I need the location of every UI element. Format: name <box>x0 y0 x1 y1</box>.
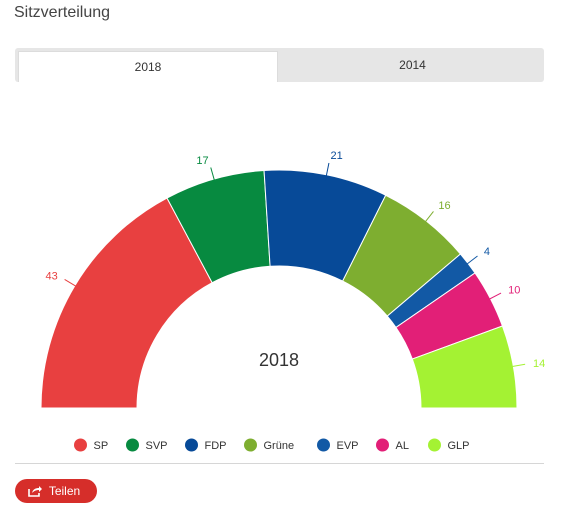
label-connector-evp <box>462 255 478 268</box>
label-connector-fdp <box>324 162 330 181</box>
legend-marker-al[interactable] <box>376 438 389 452</box>
share-icon <box>28 486 42 497</box>
label-connector-grüne <box>421 211 434 226</box>
legend-marker-evp[interactable] <box>317 438 330 452</box>
legend-label-sp[interactable]: SP <box>94 440 109 452</box>
data-label-sp: 43 <box>46 270 58 282</box>
share-button[interactable]: Teilen <box>15 479 97 503</box>
seat-segment-sp[interactable] <box>40 197 213 409</box>
legend-marker-sp[interactable] <box>74 438 87 452</box>
legend-label-svp[interactable]: SVP <box>146 440 168 452</box>
label-connector-svp <box>210 167 217 185</box>
legend-marker-grüne[interactable] <box>244 438 257 452</box>
data-label-al: 10 <box>508 284 520 296</box>
page-title: Sitzverteilung <box>14 4 111 21</box>
chart-center-label: 2018 <box>259 350 299 370</box>
legend-label-fdp[interactable]: FDP <box>205 440 227 452</box>
divider <box>15 463 544 464</box>
year-tabs: 2018 2014 <box>15 48 544 82</box>
legend-marker-fdp[interactable] <box>185 438 198 452</box>
legend-label-grüne[interactable]: Grüne <box>264 440 295 452</box>
data-label-fdp: 21 <box>331 150 343 162</box>
label-connector-glp <box>507 363 526 368</box>
legend-label-evp[interactable]: EVP <box>337 440 359 452</box>
data-label-evp: 4 <box>484 246 490 258</box>
tab-2014[interactable]: 2014 <box>399 58 426 72</box>
label-connector-sp <box>64 278 81 290</box>
legend-marker-svp[interactable] <box>126 438 139 452</box>
data-label-svp: 17 <box>196 155 208 167</box>
data-label-grüne: 16 <box>438 200 450 212</box>
legend-label-al[interactable]: AL <box>396 440 409 452</box>
legend-label-glp[interactable]: GLP <box>448 440 470 452</box>
tab-2018[interactable]: 2018 <box>18 51 278 82</box>
share-label: Teilen <box>48 484 81 498</box>
seat-segment-glp[interactable] <box>411 325 518 409</box>
legend-marker-glp[interactable] <box>428 438 441 452</box>
seat-distribution-chart: 43 17 21 16 4 10 14 2018 SP SVP FDP Grüne EVP AL GLP <box>40 150 545 452</box>
label-connector-al <box>484 292 502 302</box>
data-label-glp: 14 <box>533 358 545 370</box>
